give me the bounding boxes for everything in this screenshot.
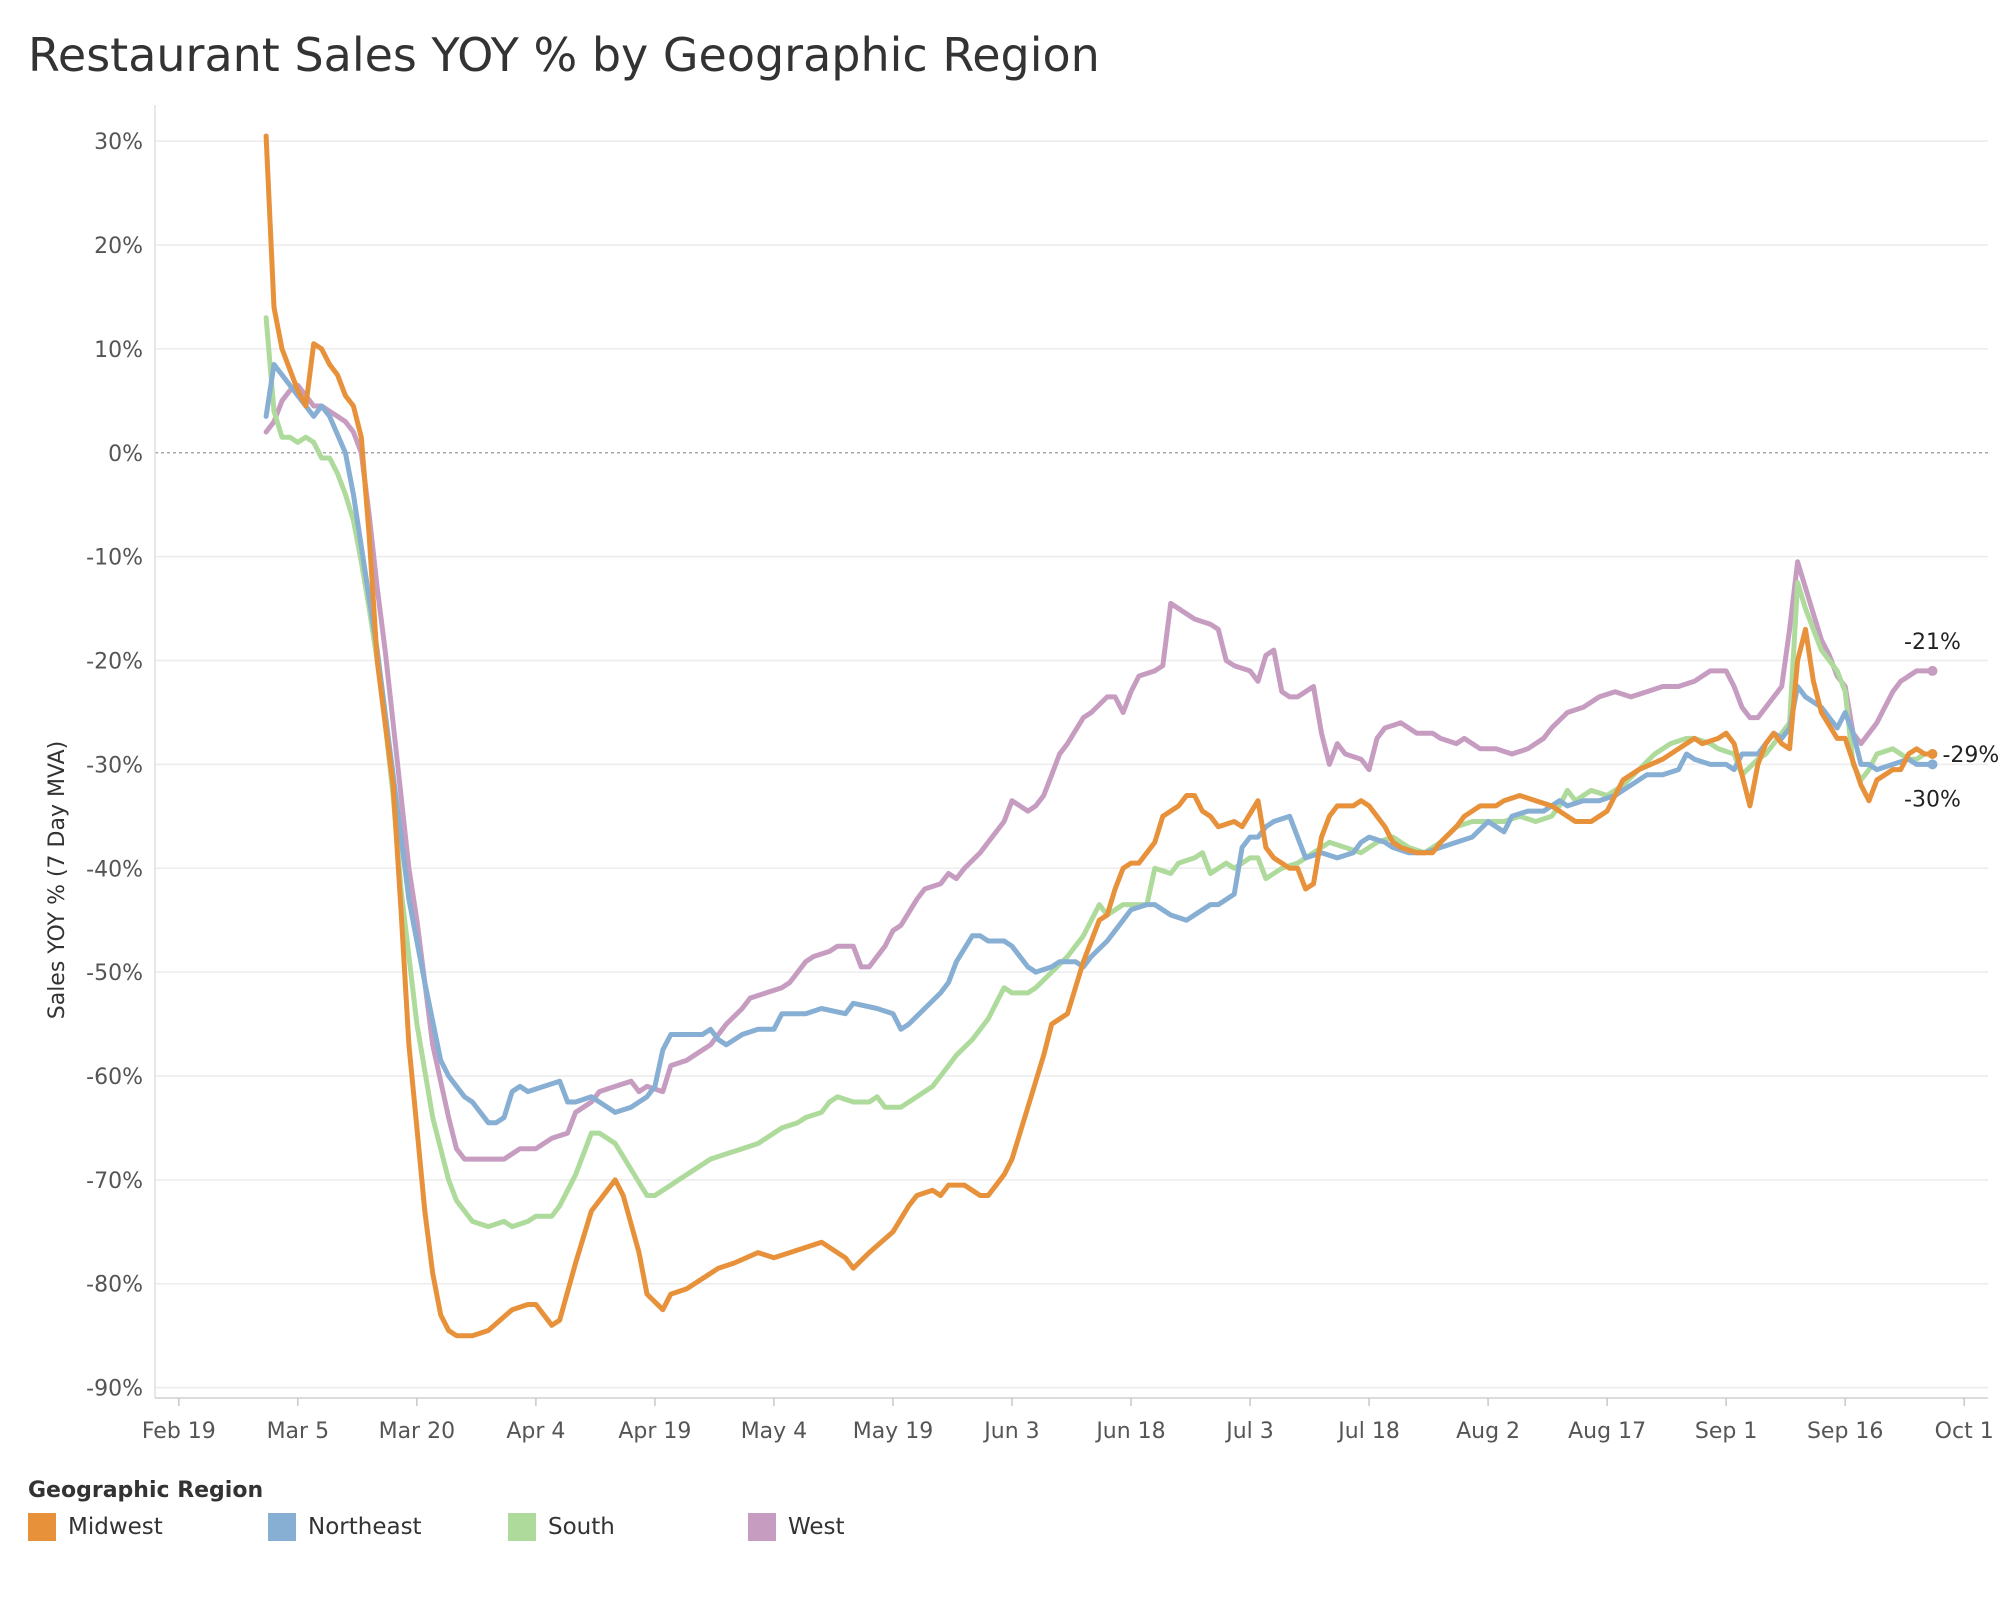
x-tick-label: Jul 18 (1336, 1419, 1400, 1444)
legend-item-northeast[interactable]: Northeast (268, 1513, 508, 1541)
x-tick-label: Sep 1 (1695, 1419, 1757, 1444)
end-marker-west (1927, 665, 1938, 676)
y-tick-label: -40% (86, 857, 143, 882)
x-tick-label: Mar 20 (379, 1419, 456, 1444)
x-tick-label: Apr 19 (618, 1419, 691, 1444)
series-line-midwest (263, 133, 1935, 1339)
x-tick-label: Jun 18 (1094, 1419, 1165, 1444)
y-tick-label: -70% (86, 1169, 143, 1194)
x-tick-label: Feb 19 (142, 1419, 216, 1444)
end-label-west: -21% (1904, 630, 1961, 655)
y-tick-label: 10% (94, 338, 143, 363)
y-tick-label: -30% (86, 753, 143, 778)
y-tick-label: 20% (94, 234, 143, 259)
x-tick-label: Aug 2 (1456, 1419, 1520, 1444)
y-tick-label: -90% (86, 1377, 143, 1402)
y-axis-label: Sales YOY % (7 Day MVA) (45, 741, 70, 1020)
x-tick-label: May 19 (853, 1419, 933, 1444)
series-lines (263, 133, 1935, 1339)
y-tick-label: -80% (86, 1273, 143, 1298)
y-tick-label: -10% (86, 546, 143, 571)
legend-label: West (788, 1514, 845, 1540)
gridlines (155, 140, 1988, 1389)
x-tick-label: May 4 (741, 1419, 807, 1444)
legend-swatch (748, 1513, 776, 1541)
legend-label: Northeast (308, 1514, 422, 1540)
legend-items: Midwest Northeast South West (28, 1513, 988, 1541)
legend: Geographic Region Midwest Northeast South W… (28, 1478, 988, 1541)
y-tick-label: -60% (86, 1065, 143, 1090)
x-tick-label: Aug 17 (1568, 1419, 1646, 1444)
end-label-midwest: -29% (1942, 743, 1999, 768)
legend-item-midwest[interactable]: Midwest (28, 1513, 268, 1541)
end-marker-northeast (1927, 759, 1938, 770)
x-tick-label: Mar 5 (267, 1419, 330, 1444)
chart-title: Restaurant Sales YOY % by Geographic Reg… (28, 28, 1100, 82)
legend-label: Midwest (68, 1514, 163, 1540)
legend-item-west[interactable]: West (748, 1513, 988, 1541)
legend-swatch (508, 1513, 536, 1541)
x-tick-label: Oct 1 (1935, 1419, 1994, 1444)
x-tick-label: Jul 3 (1224, 1419, 1274, 1444)
legend-swatch (28, 1513, 56, 1541)
y-tick-label: 30% (94, 130, 143, 155)
y-tick-label: -50% (86, 961, 143, 986)
legend-label: South (548, 1514, 615, 1540)
y-tick-label: 0% (108, 442, 143, 467)
end-labels: -29% -30% -21% (1904, 630, 1999, 812)
legend-swatch (268, 1513, 296, 1541)
end-label-northeast: -30% (1904, 787, 1961, 812)
legend-item-south[interactable]: South (508, 1513, 748, 1541)
line-chart: 30% 20% 10% 0% -10% -20% -30% -40% -50% -60% -70% -… (45, 105, 1999, 1444)
end-marker-midwest (1927, 749, 1938, 759)
x-tick-label: Apr 4 (506, 1419, 565, 1444)
series-line-west (263, 382, 1935, 1162)
x-tick-label: Sep 16 (1807, 1419, 1883, 1444)
legend-title: Geographic Region (28, 1478, 264, 1503)
axes: 30% 20% 10% 0% -10% -20% -30% -40% -50% -60% -70% -… (86, 105, 1994, 1444)
y-tick-label: -20% (86, 650, 143, 675)
series-line-south (263, 315, 1935, 1230)
x-tick-label: Jun 3 (982, 1419, 1039, 1444)
